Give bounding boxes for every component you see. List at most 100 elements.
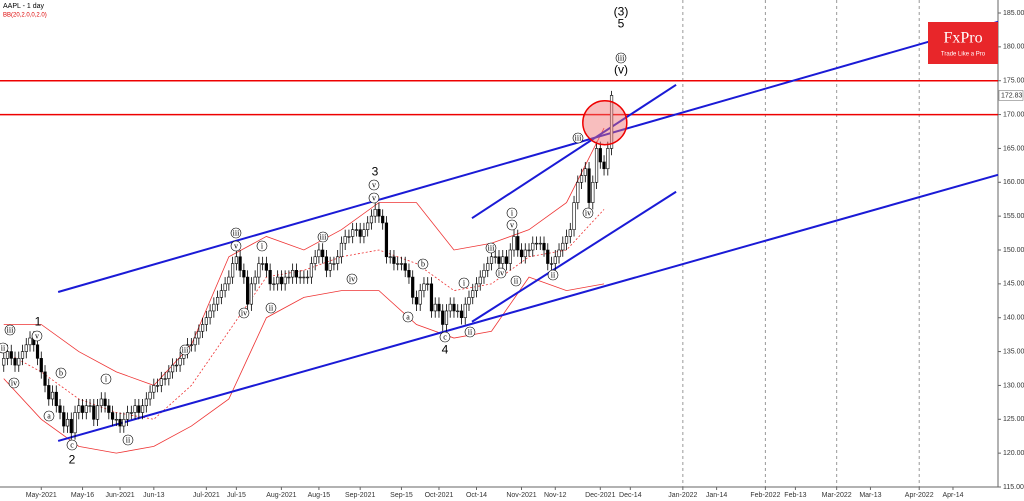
wave-label: iii <box>320 232 327 241</box>
wave-label: iii <box>7 325 14 334</box>
wave-label: 2 <box>69 453 76 467</box>
candle-body <box>497 256 501 264</box>
wave-label: ii <box>514 276 519 285</box>
y-tick-label: 185.00 <box>1003 10 1024 17</box>
candle-body <box>362 229 366 237</box>
wave-label: iv <box>498 268 504 277</box>
wave-label: ii <box>269 303 274 312</box>
wave-label: 5 <box>618 17 625 31</box>
candle-body <box>411 276 415 298</box>
candle-body <box>602 161 606 170</box>
candle-body <box>122 418 126 427</box>
candle-body <box>302 276 306 279</box>
wave-circle <box>582 207 594 219</box>
wave-circle <box>31 330 43 342</box>
last-price: 172.83 <box>1001 92 1023 99</box>
candle-body <box>339 242 344 258</box>
candle-body <box>28 337 32 346</box>
x-tick-label: Jul-2021 <box>193 492 220 499</box>
candle-body <box>163 378 167 380</box>
candle-body <box>332 263 336 265</box>
trendline <box>57 20 999 293</box>
wave-label: 3 <box>372 165 379 179</box>
candle-body <box>313 256 317 264</box>
candle-body <box>429 283 434 312</box>
candle-body <box>444 310 449 325</box>
candle-body <box>219 290 223 298</box>
candle-body <box>594 148 599 183</box>
candle-body <box>598 148 602 163</box>
wave-label: c <box>70 440 74 449</box>
candle-body <box>140 405 145 413</box>
x-tick-label: Mar-2022 <box>822 492 852 499</box>
wave-circle <box>256 240 268 252</box>
candle-body <box>546 249 550 264</box>
candle-body <box>50 391 55 400</box>
candle-body <box>504 256 509 264</box>
price-box <box>998 90 1024 101</box>
candle-body <box>20 351 25 359</box>
candle-body <box>268 270 272 285</box>
candle-body <box>317 249 321 258</box>
candle-body <box>474 283 479 291</box>
candle-body <box>343 236 347 244</box>
candle-body <box>587 168 591 203</box>
candle-body <box>294 270 298 278</box>
y-tick-label: 140.00 <box>1003 315 1024 322</box>
candle-body <box>426 283 430 285</box>
y-tick-label: 135.00 <box>1003 348 1024 355</box>
candle-body <box>197 330 201 339</box>
wave-circle <box>439 331 451 343</box>
candle-body <box>174 364 178 367</box>
candle-body <box>399 263 404 265</box>
candle-body <box>306 276 310 279</box>
candle-body <box>489 256 494 264</box>
wave-circle <box>55 367 67 379</box>
x-tick-label: Jan-2022 <box>668 492 697 499</box>
candle-body <box>482 270 486 278</box>
candle-body <box>279 276 283 285</box>
candle-body <box>92 405 96 420</box>
wave-label: v <box>372 180 376 189</box>
wave-label: ii <box>1 343 6 352</box>
candle-body <box>257 263 261 278</box>
x-tick-label: Jun-2021 <box>105 492 134 499</box>
candle-body <box>264 263 268 271</box>
candle-body <box>448 303 452 312</box>
wave-circle <box>458 277 470 289</box>
y-tick-label: 160.00 <box>1003 179 1024 186</box>
wave-circle <box>510 275 522 287</box>
candle-body <box>377 209 381 217</box>
candle-body <box>381 215 385 224</box>
candle-body <box>178 358 182 366</box>
candle-body <box>133 405 137 413</box>
wave-circle <box>346 273 358 285</box>
candle-body <box>324 256 329 271</box>
wave-label: (v) <box>614 63 628 77</box>
wave-circle <box>66 439 78 451</box>
candle-body <box>80 405 85 413</box>
candle-body <box>54 391 58 407</box>
indicator-label: BB(20,2.0,0,2.0) <box>3 13 47 19</box>
candle-body <box>351 229 355 237</box>
candle-body <box>433 303 437 312</box>
candle-body <box>347 236 351 238</box>
wave-circle <box>0 342 9 354</box>
wave-label: 4 <box>442 343 449 357</box>
candle-body <box>291 270 295 278</box>
candle-body <box>9 351 13 359</box>
candle-body <box>227 276 231 285</box>
candle-body <box>572 202 576 230</box>
bollinger-lower <box>3 276 605 454</box>
candle-body <box>231 263 235 278</box>
x-tick-label: May-2021 <box>26 492 57 499</box>
wave-label: b <box>421 259 425 268</box>
candle-body <box>110 412 115 420</box>
candle-body <box>467 297 471 305</box>
candle-body <box>144 398 148 407</box>
logo-tagline: Trade Like a Pro <box>941 52 986 58</box>
y-tick-label: 155.00 <box>1003 213 1024 220</box>
wave-circle <box>230 227 242 239</box>
